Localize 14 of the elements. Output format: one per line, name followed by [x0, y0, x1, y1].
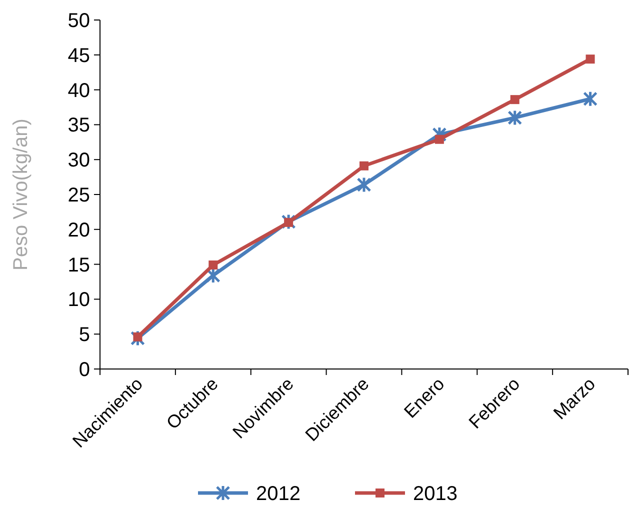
y-tick-label: 35	[68, 114, 90, 137]
y-tick-label: 40	[68, 80, 90, 102]
y-tick-label: 5	[78, 324, 90, 346]
legend-label: 2013	[413, 483, 458, 505]
y-tick-label: 20	[68, 219, 90, 242]
y-tick-label: 0	[78, 359, 90, 381]
y-tick-label: 50	[68, 10, 90, 32]
y-tick-label: 30	[68, 150, 90, 172]
legend-label: 2012	[256, 483, 300, 505]
y-tick-label: 10	[68, 289, 90, 312]
y-tick-label: 25	[68, 184, 90, 206]
y-tick-label: 45	[68, 44, 90, 67]
y-axis-title: Peso Vivo(kg/an)	[10, 118, 32, 270]
y-tick-label: 15	[68, 254, 90, 276]
